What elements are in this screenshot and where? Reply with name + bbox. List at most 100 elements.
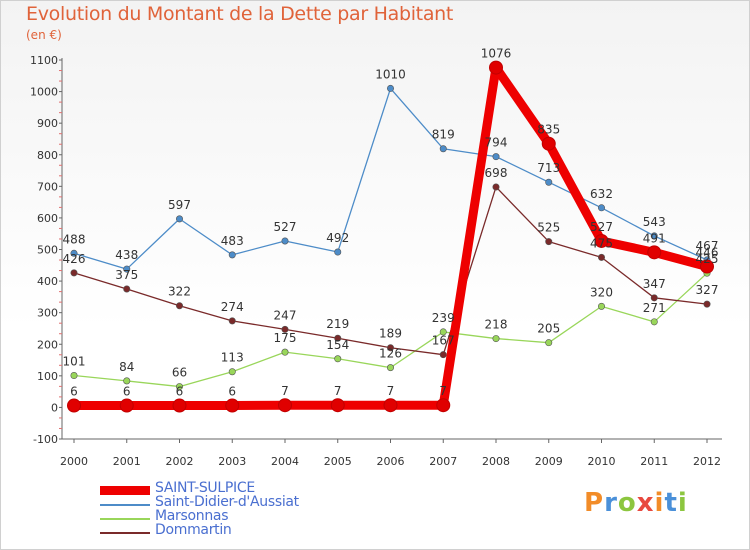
data-label: 525: [537, 221, 560, 235]
data-point: [650, 232, 658, 240]
data-point: [436, 398, 451, 413]
x-tick-label: 2003: [218, 455, 246, 468]
data-point: [545, 238, 553, 246]
data-label: 632: [590, 187, 613, 201]
data-label: 274: [221, 300, 244, 314]
data-point: [492, 153, 500, 161]
data-label: 375: [115, 268, 138, 282]
data-point: [70, 372, 78, 380]
data-label: 126: [379, 347, 402, 361]
chart-unit-label: (en €): [26, 28, 62, 42]
series-1: [70, 84, 711, 273]
data-point: [70, 269, 78, 277]
data-label: 322: [168, 285, 191, 299]
data-point: [703, 300, 711, 308]
data-label: 492: [326, 231, 349, 245]
logo-letter: i: [677, 488, 688, 518]
y-tick-label: 200: [37, 338, 58, 351]
data-label: 543: [643, 215, 666, 229]
x-tick-label: 2005: [324, 455, 352, 468]
data-point: [70, 249, 78, 257]
data-label: 7: [334, 384, 342, 398]
data-point: [334, 248, 342, 256]
x-tick-label: 2000: [60, 455, 88, 468]
data-label: 7: [387, 384, 395, 398]
data-point: [647, 245, 662, 260]
legend-swatch: [100, 486, 150, 495]
x-tick-label: 2004: [271, 455, 299, 468]
data-label: 527: [274, 220, 297, 234]
data-label: 6: [228, 385, 236, 399]
y-tick-label: 100: [37, 370, 58, 383]
proxiti-logo: Proxiti: [584, 488, 688, 518]
data-point: [67, 398, 81, 413]
data-label: 446: [696, 246, 719, 260]
data-label: 527: [590, 220, 613, 234]
data-point: [492, 335, 500, 343]
y-tick-label: 400: [37, 275, 58, 288]
data-label: 835: [537, 123, 560, 137]
data-point: [545, 339, 553, 347]
data-label: 84: [119, 360, 134, 374]
x-tick-label: 2006: [377, 455, 405, 468]
series-3: [70, 183, 711, 359]
data-label: 483: [221, 234, 244, 248]
data-label: 597: [168, 198, 191, 212]
data-point: [278, 398, 292, 413]
data-point: [439, 145, 447, 153]
data-label: 6: [70, 385, 78, 399]
legend-swatch: [100, 518, 150, 520]
data-label: 327: [696, 283, 719, 297]
logo-letter: r: [604, 488, 618, 518]
data-label: 167: [432, 334, 455, 348]
logo-letter: o: [617, 488, 637, 518]
series-0: [67, 60, 714, 413]
data-point: [281, 237, 289, 245]
legend-label: SAINT-SULPICE: [155, 480, 255, 496]
data-label: 467: [696, 239, 719, 253]
data-point: [597, 204, 605, 212]
data-point: [123, 377, 131, 385]
data-point: [545, 178, 553, 186]
data-label: 154: [326, 338, 349, 352]
data-label: 205: [537, 322, 560, 336]
y-tick-label: 1100: [30, 54, 58, 67]
data-label: 189: [379, 327, 402, 341]
data-label: 320: [590, 285, 613, 299]
x-tick-label: 2007: [429, 455, 457, 468]
x-tick-label: 2002: [166, 455, 194, 468]
y-tick-label: 300: [37, 307, 58, 320]
data-label: 347: [643, 277, 666, 291]
logo-letter: P: [584, 488, 605, 518]
data-point: [492, 183, 500, 191]
y-tick-label: -100: [33, 433, 58, 446]
data-point: [700, 259, 714, 274]
y-tick-label: 900: [37, 117, 58, 130]
data-point: [489, 60, 503, 75]
data-label: 1010: [375, 67, 406, 81]
data-label: 113: [221, 351, 244, 365]
data-label: 6: [176, 385, 184, 399]
data-point: [176, 302, 184, 310]
data-point: [597, 253, 605, 261]
y-tick-label: 800: [37, 149, 58, 162]
chart-title: Evolution du Montant de la Dette par Hab…: [26, 3, 454, 25]
data-point: [439, 351, 447, 359]
data-point: [172, 398, 187, 413]
data-point: [386, 84, 394, 92]
legend-label: Saint-Didier-d'Aussiat: [155, 494, 299, 510]
data-label: 239: [432, 311, 455, 325]
data-label: 438: [115, 248, 138, 262]
data-label: 425: [696, 252, 719, 266]
data-point: [123, 285, 131, 293]
data-label: 491: [643, 231, 666, 245]
data-point: [225, 398, 240, 413]
data-point: [176, 383, 184, 391]
data-point: [386, 344, 394, 352]
y-tick-label: 0: [51, 401, 58, 414]
data-point: [650, 294, 658, 302]
data-label: 247: [274, 308, 297, 322]
line-chart: -100 0 100 200 300 400 500 600 700 800 900 1000 1100…: [30, 47, 722, 468]
data-label: 488: [63, 232, 86, 246]
data-point: [334, 355, 342, 363]
